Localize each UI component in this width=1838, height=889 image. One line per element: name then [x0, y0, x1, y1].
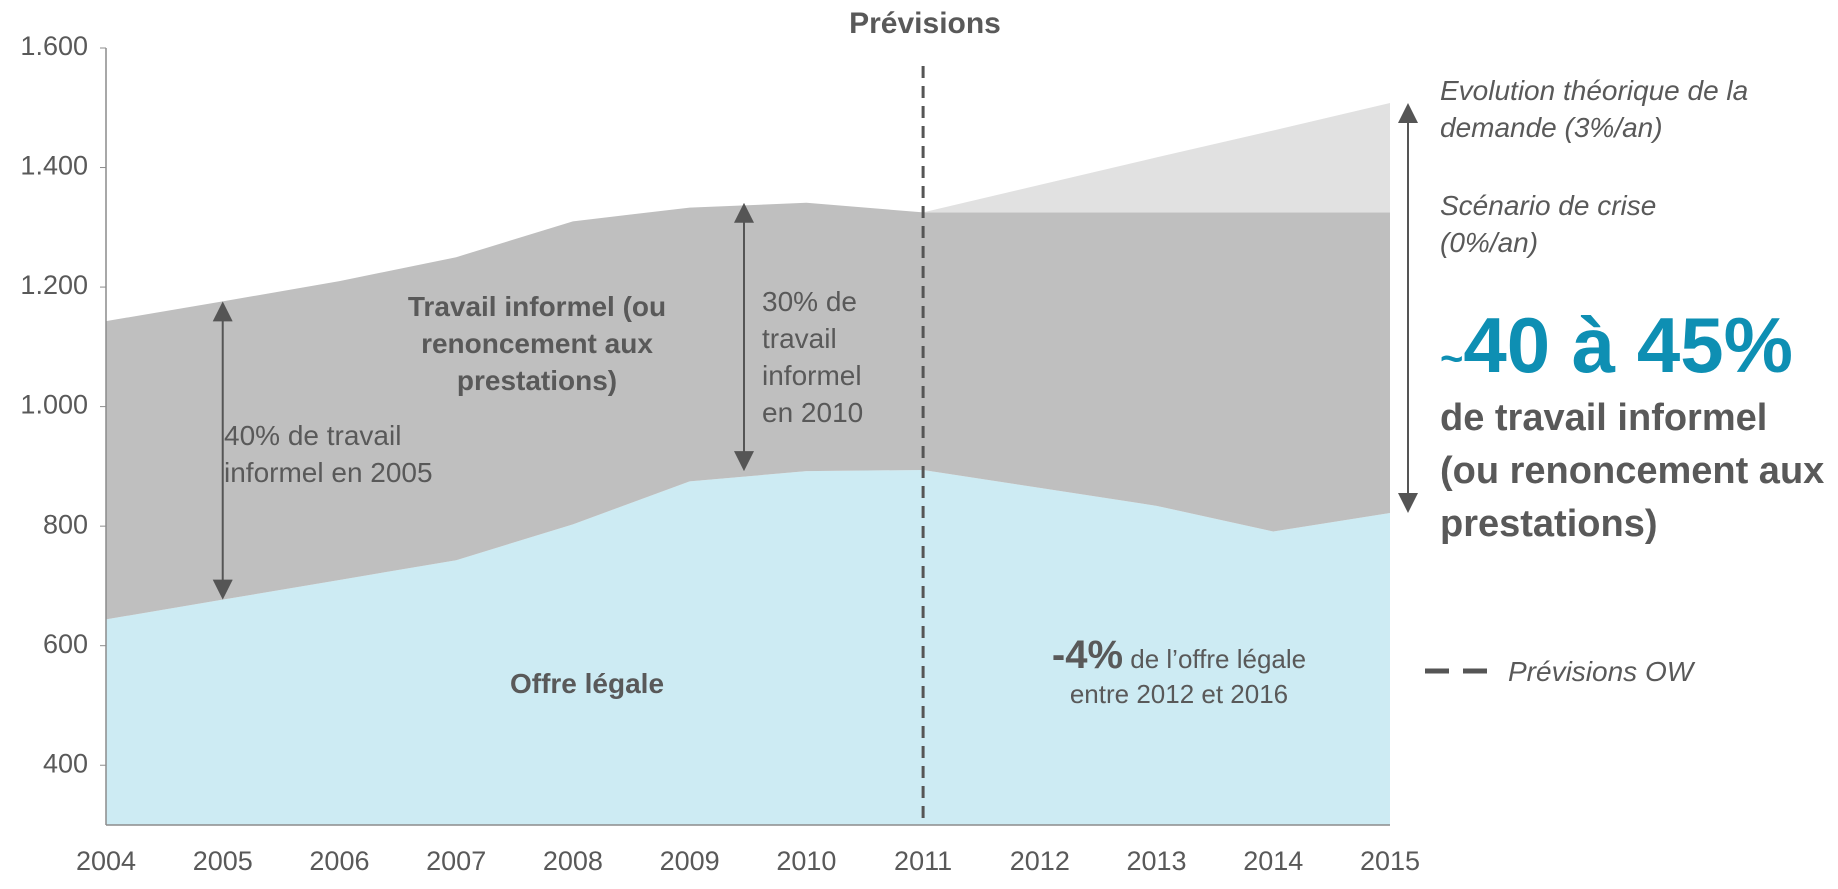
x-tick-label: 2007: [426, 846, 486, 876]
annotation: 40% de travail informel en 2005: [224, 420, 433, 488]
annotation: Scénario de crise (0%/an): [1440, 190, 1657, 258]
chart-title: Prévisions: [849, 7, 1001, 40]
y-tick-label: 1.400: [20, 151, 88, 181]
annotation: de travail informel (ou renoncement aux …: [1440, 397, 1825, 545]
x-tick-label: 2012: [1010, 846, 1070, 876]
y-tick-label: 1.200: [20, 270, 88, 300]
legend-label: Prévisions OW: [1508, 656, 1694, 687]
annotation: -4% de l’offre légale entre 2012 et 2016: [1048, 635, 1310, 712]
x-tick-label: 2008: [543, 846, 603, 876]
area: [923, 102, 1390, 213]
annotation: 30% de travail informel en 2010: [762, 286, 864, 428]
x-tick-label: 2010: [776, 846, 836, 876]
x-tick-label: 2009: [660, 846, 720, 876]
y-tick-label: 800: [43, 509, 88, 539]
x-tick-label: 2013: [1127, 846, 1187, 876]
x-tick-label: 2006: [309, 846, 369, 876]
x-tick-label: 2011: [894, 846, 952, 876]
series-label: Offre légale: [509, 668, 665, 699]
approx-sign: ~: [1440, 337, 1464, 381]
x-tick-label: 2005: [193, 846, 253, 876]
y-tick-label: 1.600: [20, 31, 88, 61]
annotation-text: de l’offre légale entre 2012 et 2016: [1069, 644, 1307, 709]
y-tick-label: 600: [43, 629, 88, 659]
x-tick-label: 2004: [76, 846, 136, 876]
series-label: Evolution théorique de la demande (3%/an…: [1440, 75, 1749, 143]
area: [106, 469, 1390, 825]
y-tick-label: 400: [43, 748, 88, 778]
series-label: Travail informel (ou renoncement aux pre…: [407, 291, 667, 396]
x-tick-label: 2015: [1360, 846, 1420, 876]
range: 40 à 45%: [1463, 301, 1793, 389]
annotation-emphasis: -4%: [1051, 633, 1124, 677]
y-tick-label: 1.000: [20, 390, 88, 420]
x-tick-label: 2014: [1243, 846, 1303, 876]
range-value: ~40 à 45%: [1440, 300, 1838, 404]
